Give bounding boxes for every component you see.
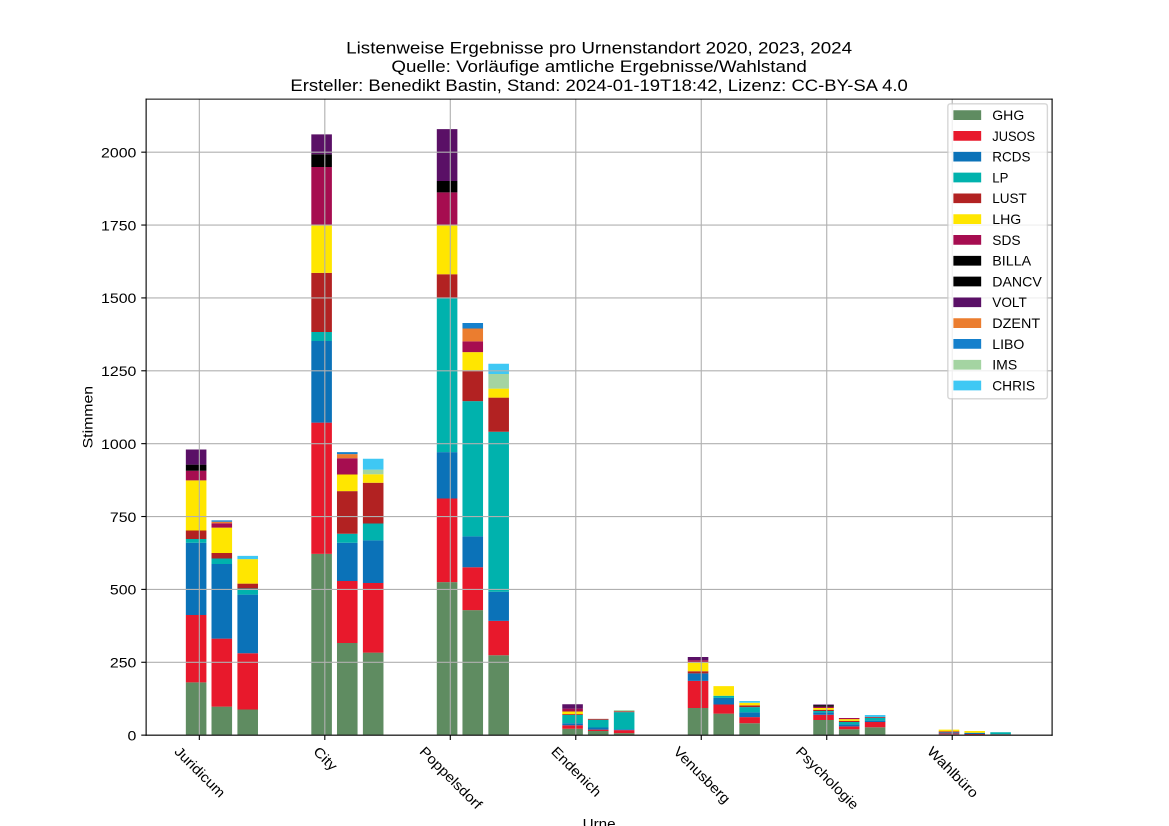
svg-text:0: 0: [128, 727, 137, 743]
svg-text:GHG: GHG: [992, 107, 1024, 123]
svg-text:1500: 1500: [101, 290, 137, 306]
svg-text:DANCV: DANCV: [992, 273, 1042, 289]
svg-text:BILLA: BILLA: [992, 253, 1032, 269]
svg-text:500: 500: [110, 582, 137, 598]
svg-text:DZENT: DZENT: [992, 315, 1040, 331]
svg-text:Listenweise Ergebnisse pro Urn: Listenweise Ergebnisse pro Urnenstandort…: [346, 38, 852, 57]
svg-text:LP: LP: [992, 169, 1008, 185]
svg-text:SDS: SDS: [992, 232, 1020, 248]
svg-text:VOLT: VOLT: [992, 294, 1027, 310]
svg-text:250: 250: [110, 655, 137, 671]
svg-text:1250: 1250: [101, 363, 137, 379]
svg-text:LIBO: LIBO: [992, 336, 1024, 352]
svg-text:2000: 2000: [101, 144, 137, 160]
svg-text:LHG: LHG: [992, 211, 1021, 227]
svg-text:LUST: LUST: [992, 190, 1027, 206]
svg-text:JUSOS: JUSOS: [992, 128, 1035, 144]
svg-text:CHRIS: CHRIS: [992, 377, 1035, 393]
svg-text:1000: 1000: [101, 436, 137, 452]
svg-text:750: 750: [110, 509, 137, 525]
svg-text:Stimmen: Stimmen: [80, 386, 96, 449]
svg-text:Quelle: Vorläufige amtliche Er: Quelle: Vorläufige amtliche Ergebnisse/W…: [391, 57, 806, 76]
svg-text:1750: 1750: [101, 217, 137, 233]
svg-text:IMS: IMS: [992, 357, 1017, 373]
svg-text:Urne: Urne: [583, 816, 616, 826]
svg-text:RCDS: RCDS: [992, 149, 1030, 165]
svg-text:Ersteller: Benedikt Bastin, St: Ersteller: Benedikt Bastin, Stand: 2024-…: [290, 76, 907, 95]
